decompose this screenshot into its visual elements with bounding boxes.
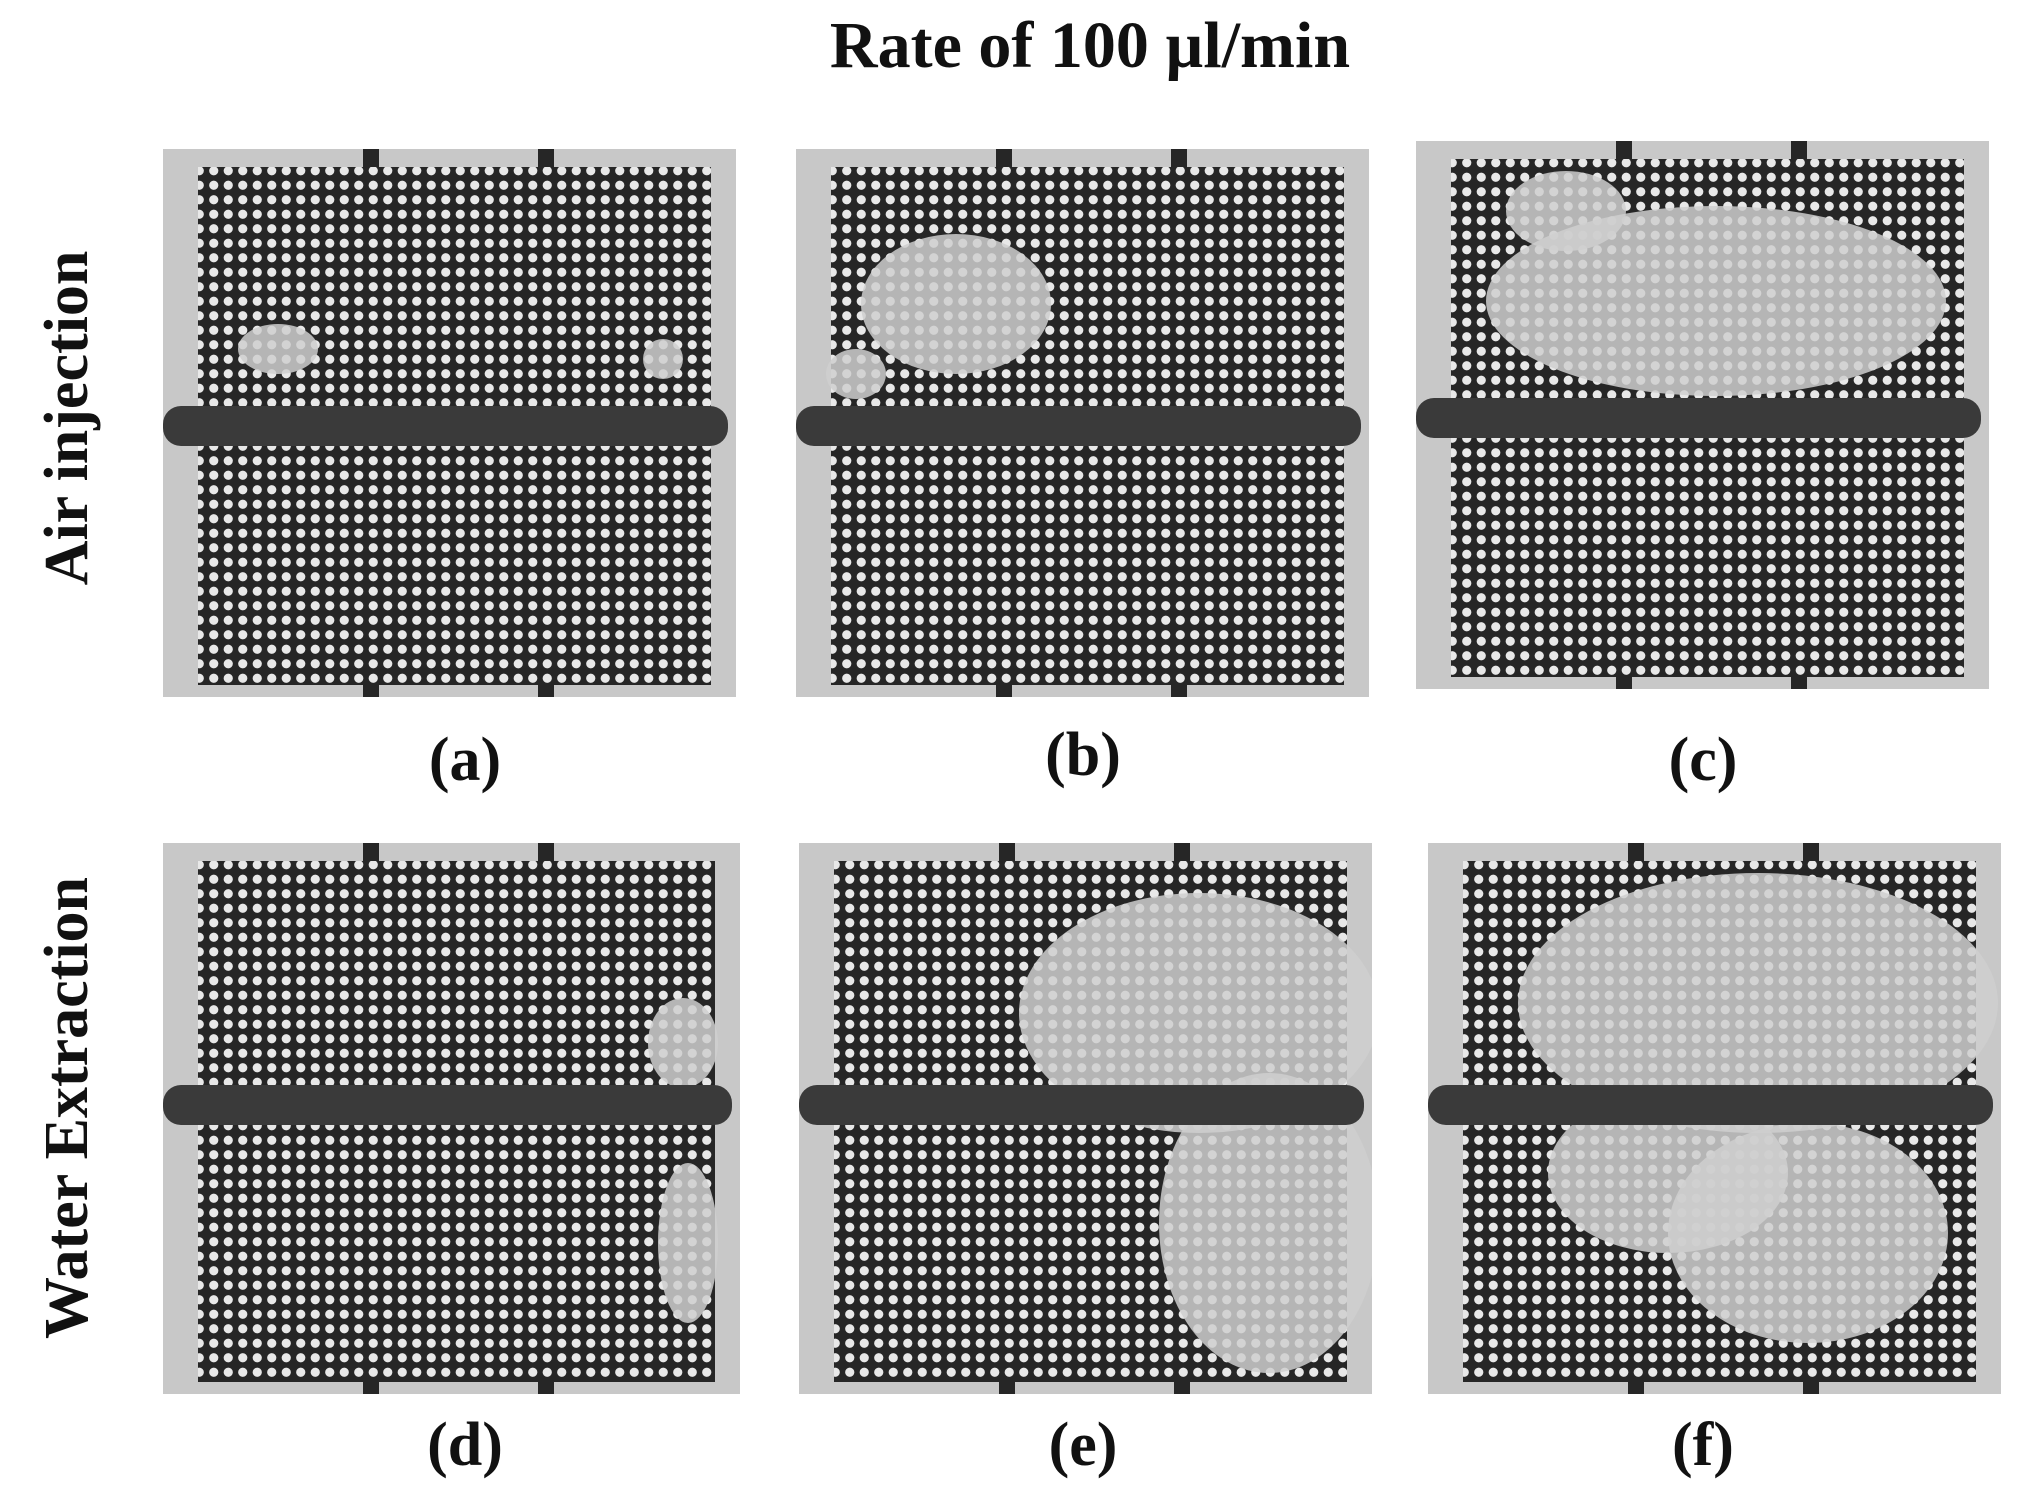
port-tab	[1791, 141, 1807, 159]
central-channel	[1416, 398, 1981, 438]
port-tab	[1803, 1380, 1819, 1394]
port-tab	[1174, 1380, 1190, 1394]
air-region	[648, 998, 718, 1088]
port-tab	[1628, 843, 1644, 861]
panel-caption-c: (c)	[1668, 726, 1738, 794]
air-region	[1486, 206, 1946, 396]
micrograph-panel-c	[1416, 141, 1989, 689]
micrograph-panel-b	[796, 149, 1369, 697]
air-region	[643, 339, 683, 379]
port-tab	[996, 149, 1012, 167]
port-tab	[363, 843, 379, 861]
port-tab	[538, 843, 554, 861]
central-channel	[799, 1085, 1364, 1125]
air-region	[1668, 1123, 1948, 1343]
air-region	[1506, 171, 1626, 251]
micromodel-image-f	[1428, 843, 1998, 1394]
port-tab	[1174, 843, 1190, 861]
panel-caption-d: (d)	[427, 1411, 503, 1479]
micromodel-image-a	[163, 149, 728, 697]
micromodel-image-d	[163, 843, 732, 1394]
air-region	[861, 234, 1051, 374]
micrograph-panel-f	[1428, 843, 2001, 1394]
port-tab	[538, 683, 554, 697]
air-region	[1518, 873, 1998, 1133]
port-tab	[1791, 675, 1807, 689]
central-channel	[163, 1085, 732, 1125]
central-channel	[796, 406, 1361, 446]
port-tab	[538, 149, 554, 167]
panel-caption-e: (e)	[1048, 1411, 1118, 1479]
micromodel-image-c	[1416, 141, 1981, 689]
panel-caption-b: (b)	[1045, 721, 1121, 789]
micrograph-panel-e	[799, 843, 1372, 1394]
air-region	[1159, 1073, 1372, 1373]
central-channel	[163, 406, 728, 446]
air-region	[1019, 893, 1372, 1133]
air-region	[826, 349, 886, 399]
port-tab	[1803, 843, 1819, 861]
panel-caption-f: (f)	[1672, 1411, 1734, 1479]
panel-caption-a: (a)	[428, 726, 502, 794]
micrograph-panel-d	[163, 843, 740, 1394]
port-tab	[996, 683, 1012, 697]
port-tab	[1616, 675, 1632, 689]
port-tab	[363, 149, 379, 167]
port-tab	[1171, 683, 1187, 697]
air-region	[238, 324, 318, 374]
port-tab	[999, 843, 1015, 861]
port-tab	[1171, 149, 1187, 167]
port-tab	[1628, 1380, 1644, 1394]
port-tab	[363, 1380, 379, 1394]
port-tab	[1616, 141, 1632, 159]
air-region	[658, 1163, 718, 1323]
row-label-water-extraction: Water Extraction	[33, 876, 101, 1340]
micromodel-image-e	[799, 843, 1372, 1394]
row-label-air-injection: Air injection	[33, 250, 101, 586]
figure-title: Rate of 100 µl/min	[829, 9, 1351, 82]
port-tab	[538, 1380, 554, 1394]
micromodel-image-b	[796, 149, 1361, 697]
micrograph-panel-a	[163, 149, 736, 697]
port-tab	[999, 1380, 1015, 1394]
port-tab	[363, 683, 379, 697]
central-channel	[1428, 1085, 1993, 1125]
